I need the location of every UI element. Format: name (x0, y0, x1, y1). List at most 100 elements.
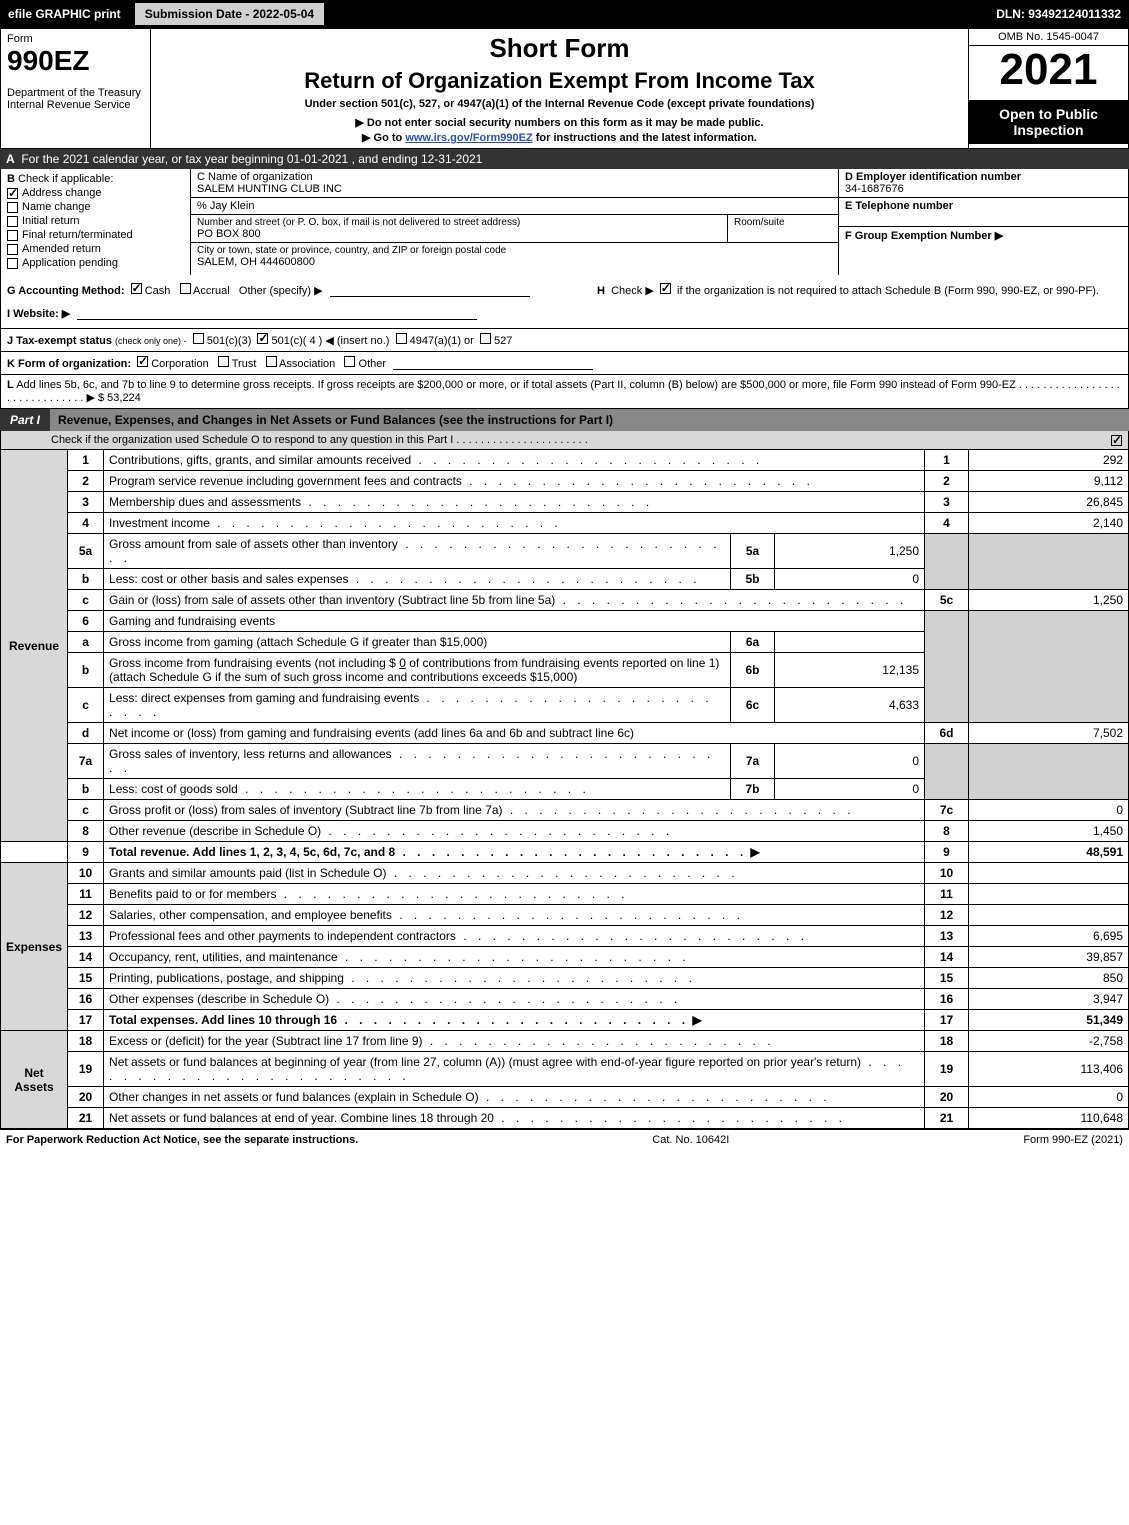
grey-cell (969, 744, 1129, 800)
care-of-row: % Jay Klein (191, 198, 838, 215)
line-desc: Net income or (loss) from gaming and fun… (109, 726, 634, 740)
line-desc: Excess or (deficit) for the year (Subtra… (109, 1034, 422, 1048)
line-num: a (68, 632, 104, 653)
revenue-vtab: Revenue (6, 639, 62, 653)
box-d: D Employer identification number 34-1687… (838, 169, 1128, 275)
chk-initial-return[interactable]: Initial return (7, 215, 184, 227)
h-schedule-b: H Check ▶ if the organization is not req… (597, 283, 1122, 297)
gh-row: G Accounting Method: Cash Accrual Other … (0, 275, 1129, 329)
line-ref: 21 (925, 1108, 969, 1129)
checkbox-icon[interactable] (7, 230, 18, 241)
checkbox-icon[interactable] (180, 283, 191, 294)
checkbox-icon[interactable] (396, 333, 407, 344)
line-val: 6,695 (969, 926, 1129, 947)
sub-val (775, 632, 925, 653)
address-row: Number and street (or P. O. box, if mail… (191, 215, 838, 243)
line-val: 48,591 (969, 842, 1129, 863)
sub-ref: 5a (731, 534, 775, 569)
line-num: 15 (68, 968, 104, 989)
checkbox-icon[interactable] (1111, 435, 1122, 446)
sub-val: 0 (775, 779, 925, 800)
line-num: 8 (68, 821, 104, 842)
line-val: 51,349 (969, 1010, 1129, 1031)
header-left: Form 990EZ Department of the Treasury In… (1, 29, 151, 148)
checkbox-icon[interactable] (137, 356, 148, 367)
line-val: 113,406 (969, 1052, 1129, 1087)
line-num: 6 (68, 611, 104, 632)
irs-label: Internal Revenue Service (7, 99, 144, 111)
chk-name-change[interactable]: Name change (7, 201, 184, 213)
line-ref: 6d (925, 723, 969, 744)
sub-ref: 7b (731, 779, 775, 800)
line-num: 10 (68, 863, 104, 884)
box-b-label: B (7, 173, 15, 185)
grey-cell (925, 744, 969, 800)
line-desc-pre: Gross income from fundraising events (no… (109, 656, 399, 670)
g-accounting: G Accounting Method: Cash Accrual Other … (7, 283, 567, 320)
line-desc: Net assets or fund balances at end of ye… (109, 1111, 494, 1125)
line-val: 1,450 (969, 821, 1129, 842)
section-a-label: A (6, 152, 15, 166)
addr-label: Number and street (or P. O. box, if mail… (197, 217, 721, 228)
line-val: 3,947 (969, 989, 1129, 1010)
table-row: 3 Membership dues and assessments 3 26,8… (1, 492, 1129, 513)
chk-application-pending[interactable]: Application pending (7, 257, 184, 269)
sub-val: 12,135 (775, 653, 925, 688)
line-ref: 4 (925, 513, 969, 534)
footer: For Paperwork Reduction Act Notice, see … (0, 1129, 1129, 1150)
checkbox-icon[interactable] (266, 356, 277, 367)
checkbox-icon[interactable] (344, 356, 355, 367)
table-row: Revenue 1 Contributions, gifts, grants, … (1, 450, 1129, 471)
checkbox-icon[interactable] (193, 333, 204, 344)
chk-address-change[interactable]: Address change (7, 187, 184, 199)
line-val: 110,648 (969, 1108, 1129, 1129)
table-row: 6 Gaming and fundraising events (1, 611, 1129, 632)
line-desc: Gross sales of inventory, less returns a… (109, 747, 392, 761)
sub-ref: 5b (731, 569, 775, 590)
table-row: 2 Program service revenue including gove… (1, 471, 1129, 492)
checkbox-icon[interactable] (480, 333, 491, 344)
line-num: 21 (68, 1108, 104, 1129)
dln-label: DLN: 93492124011332 (996, 7, 1129, 21)
checkbox-icon[interactable] (131, 283, 142, 294)
line-num: c (68, 688, 104, 723)
line-desc: Less: direct expenses from gaming and fu… (109, 691, 419, 705)
checkbox-icon[interactable] (218, 356, 229, 367)
sub-val: 4,633 (775, 688, 925, 723)
checkbox-icon[interactable] (660, 283, 671, 294)
irs-link[interactable]: www.irs.gov/Form990EZ (405, 132, 532, 144)
checkbox-icon[interactable] (257, 333, 268, 344)
line-val: 850 (969, 968, 1129, 989)
chk-label: Name change (22, 201, 91, 213)
line-num: 4 (68, 513, 104, 534)
j-label: J Tax-exempt status (7, 335, 112, 347)
footer-left: For Paperwork Reduction Act Notice, see … (6, 1134, 358, 1146)
checkbox-icon[interactable] (7, 258, 18, 269)
line-desc-amt: 0 (399, 656, 406, 670)
form-header: Form 990EZ Department of the Treasury In… (0, 28, 1129, 149)
checkbox-icon[interactable] (7, 216, 18, 227)
table-row: c Gain or (loss) from sale of assets oth… (1, 590, 1129, 611)
top-bar: efile GRAPHIC print Submission Date - 20… (0, 0, 1129, 28)
chk-amended-return[interactable]: Amended return (7, 243, 184, 255)
c-label: C Name of organization (197, 171, 832, 183)
line-ref: 19 (925, 1052, 969, 1087)
line-desc: Professional fees and other payments to … (109, 929, 456, 943)
line-desc: Other revenue (describe in Schedule O) (109, 824, 321, 838)
chk-final-return[interactable]: Final return/terminated (7, 229, 184, 241)
k-label: K Form of organization: (7, 358, 131, 370)
table-row: 9 Total revenue. Add lines 1, 2, 3, 4, 5… (1, 842, 1129, 863)
line-desc: Benefits paid to or for members (109, 887, 276, 901)
city-label: City or town, state or province, country… (197, 245, 832, 256)
checkbox-icon[interactable] (7, 202, 18, 213)
sub-val: 0 (775, 744, 925, 779)
line-num: 3 (68, 492, 104, 513)
line-num: 17 (68, 1010, 104, 1031)
line-desc: Membership dues and assessments (109, 495, 301, 509)
sub-val: 1,250 (775, 534, 925, 569)
sub-val: 0 (775, 569, 925, 590)
h-text: if the organization is not required to a… (677, 285, 1099, 297)
line-val: 2,140 (969, 513, 1129, 534)
checkbox-icon[interactable] (7, 188, 18, 199)
checkbox-icon[interactable] (7, 244, 18, 255)
